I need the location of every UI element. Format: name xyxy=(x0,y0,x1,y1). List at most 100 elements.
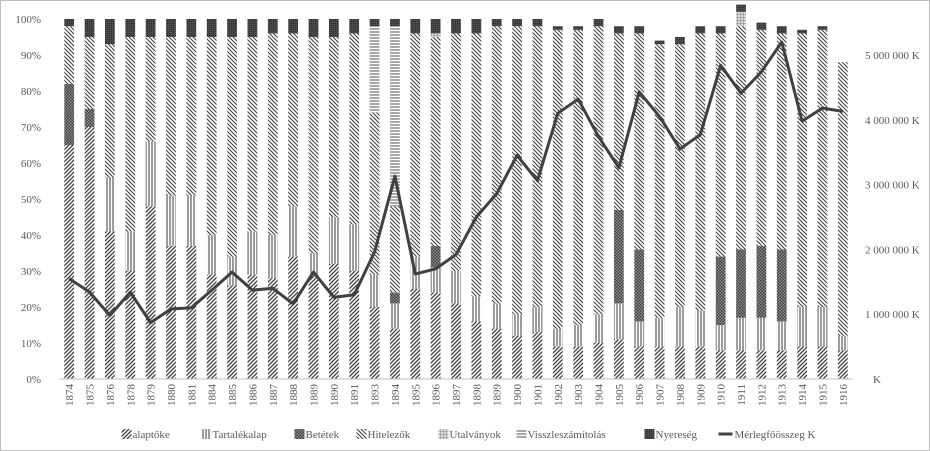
bar-segment xyxy=(145,206,156,379)
bar-segment xyxy=(64,19,75,27)
bar-segment xyxy=(430,19,441,34)
bar-segment xyxy=(613,33,624,210)
legend-item: Nyereség xyxy=(644,429,698,441)
y-right-tick-label: 2 000 000 K xyxy=(865,244,920,256)
bar-segment xyxy=(573,346,584,379)
bar-segment xyxy=(715,33,726,257)
legend-swatch xyxy=(121,429,132,439)
bar-segment xyxy=(776,350,787,379)
bar-segment xyxy=(267,278,278,379)
bar-segment xyxy=(125,231,136,271)
bar-segment xyxy=(736,317,746,351)
bar-segment xyxy=(288,206,299,257)
bar-segment xyxy=(715,256,726,325)
x-tick-label: 1911 xyxy=(736,384,748,406)
bar-segment xyxy=(349,33,360,225)
bar-segment xyxy=(267,19,278,34)
y-left-tick-label: 60% xyxy=(21,158,41,170)
bar-segment xyxy=(125,37,136,232)
bar-segment xyxy=(451,33,461,272)
axes-group: 0% 10% 20% 30% 40% 50% 60% 70% 80% 90% 100% 1 000 0… xyxy=(15,14,919,406)
bar-segment xyxy=(776,26,787,34)
bar-segment xyxy=(797,29,807,34)
y-right-tick-label: 3 000 000 K xyxy=(865,180,920,192)
bar-segment xyxy=(410,289,421,379)
line-series-total xyxy=(68,40,844,325)
x-tick-label: 1887 xyxy=(268,384,280,407)
bar-segment xyxy=(451,19,461,34)
bar-segment xyxy=(430,267,441,293)
x-tick-label: 1876 xyxy=(105,384,117,407)
bar-segment xyxy=(552,26,563,30)
bar-segment xyxy=(491,26,502,304)
bar-segment xyxy=(308,253,319,275)
bar-segment xyxy=(430,245,441,268)
bar-segment xyxy=(817,346,828,379)
bar-segment xyxy=(64,83,75,145)
bar-segment xyxy=(654,44,665,318)
x-tick-label: 1899 xyxy=(492,384,504,407)
bar-segment xyxy=(145,19,156,37)
x-tick-label: 1905 xyxy=(614,384,626,407)
bar-segment xyxy=(451,303,461,379)
bar-segment xyxy=(186,195,197,246)
bar-segment xyxy=(186,37,197,196)
bar-segment xyxy=(84,37,95,109)
y-left-tick-label: 50% xyxy=(21,194,41,206)
x-tick-label: 1884 xyxy=(207,384,219,407)
y-left-tick-label: 80% xyxy=(21,86,41,98)
bar-segment xyxy=(756,29,767,246)
y-right-tick-label: 5 000 000 K xyxy=(865,50,920,62)
bar-segment xyxy=(512,335,522,379)
bar-segment xyxy=(573,26,584,30)
bar-segment xyxy=(186,245,197,379)
legend-swatch xyxy=(516,429,527,439)
x-tick-label: 1909 xyxy=(695,384,707,407)
x-tick-label: 1907 xyxy=(655,384,667,407)
bar-segment xyxy=(105,44,115,178)
bar-segment xyxy=(328,37,339,217)
legend-item: Visszleszámítolás xyxy=(516,429,606,441)
bar-segment xyxy=(206,19,217,37)
bar-segment xyxy=(634,249,645,322)
legend-item: Utalványok xyxy=(438,429,501,441)
bar-segment xyxy=(369,26,380,113)
bar-segment xyxy=(756,22,767,30)
y-right-tick-label: 4 000 000 K xyxy=(865,115,920,127)
x-tick-label: 1893 xyxy=(370,384,382,407)
bar-segment xyxy=(613,26,624,34)
bar-segment xyxy=(634,26,645,34)
bar-segment xyxy=(166,245,176,379)
y-right-unit-label: K xyxy=(873,374,881,386)
x-tick-label: 1915 xyxy=(817,384,829,407)
x-tick-label: 1897 xyxy=(451,384,463,407)
bar-segment xyxy=(613,303,624,340)
bar-segment xyxy=(552,328,563,347)
bar-segment xyxy=(308,37,319,253)
bar-segment xyxy=(125,19,136,37)
bar-segment xyxy=(491,19,502,27)
legend-label: alaptőke xyxy=(133,429,170,441)
bar-segment xyxy=(512,19,522,27)
x-tick-label: 1900 xyxy=(512,384,524,407)
bar-segment xyxy=(552,346,563,379)
bar-segment xyxy=(64,145,75,379)
bar-segment xyxy=(206,235,217,275)
bar-segment xyxy=(145,37,156,142)
bar-segment xyxy=(84,19,95,37)
bar-segment xyxy=(573,325,584,347)
x-tick-label: 1874 xyxy=(64,384,76,407)
y-left-tick-label: 70% xyxy=(21,122,41,134)
legend-label: Nyereség xyxy=(656,429,698,441)
bar-segment xyxy=(532,332,543,379)
bar-segment xyxy=(84,127,95,379)
bar-segment xyxy=(532,26,543,307)
bar-segment xyxy=(593,343,604,379)
bar-segment xyxy=(573,29,584,326)
y-left-tick-label: 90% xyxy=(21,50,41,62)
bar-segment xyxy=(349,224,360,271)
x-tick-label: 1895 xyxy=(410,384,422,407)
bar-segment xyxy=(837,62,848,336)
